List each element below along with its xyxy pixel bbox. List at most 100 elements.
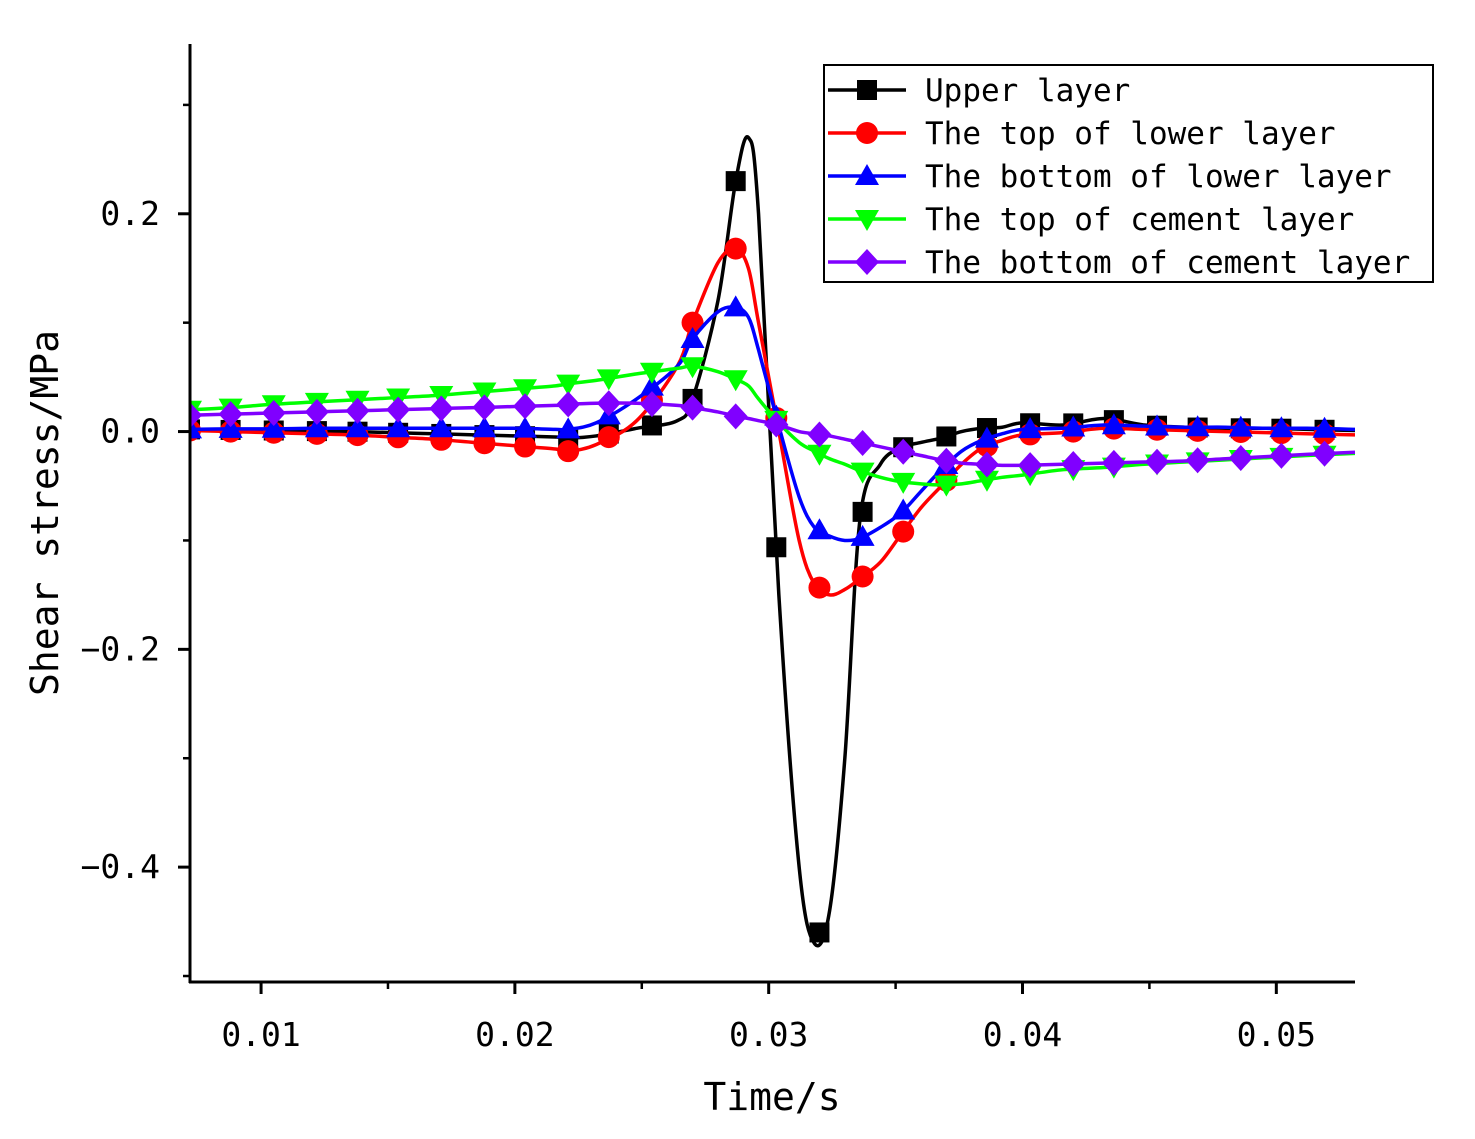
x-tick-label: 0.04 xyxy=(983,1015,1062,1054)
data-point xyxy=(472,382,497,404)
data-point xyxy=(1061,415,1086,437)
data-point xyxy=(472,394,497,421)
y-tick-label: 0.2 xyxy=(100,194,160,233)
legend-label: The top of cement layer xyxy=(925,202,1354,238)
data-point xyxy=(596,390,621,417)
legend-marker xyxy=(855,164,879,185)
data-point xyxy=(807,421,832,448)
legend-label: The bottom of lower layer xyxy=(925,159,1392,195)
legend-marker xyxy=(857,80,877,100)
legend-box xyxy=(823,64,1434,283)
series-layer xyxy=(190,135,1355,948)
x-axis-title: Time/s xyxy=(703,1075,840,1119)
y-tick-label: −0.4 xyxy=(81,847,160,886)
data-point xyxy=(725,171,746,192)
data-point xyxy=(641,415,662,436)
data-point xyxy=(639,362,664,384)
data-point xyxy=(218,401,243,428)
data-point xyxy=(1312,416,1337,438)
data-point xyxy=(304,398,329,425)
x-tick-label: 0.03 xyxy=(729,1015,808,1054)
data-point xyxy=(681,311,704,334)
legend-marker xyxy=(855,249,879,275)
data-point xyxy=(429,395,454,422)
data-point xyxy=(261,416,286,438)
legend-entry-4: The top of cement layer xyxy=(828,202,1354,238)
data-point xyxy=(680,357,705,379)
data-point xyxy=(386,416,411,438)
data-point xyxy=(892,520,915,543)
data-point xyxy=(190,402,202,429)
data-point xyxy=(936,426,957,447)
data-point xyxy=(1185,447,1210,474)
data-point xyxy=(807,444,832,466)
x-tick-label: 0.02 xyxy=(475,1015,554,1054)
axes-layer xyxy=(188,44,1355,984)
data-point xyxy=(1018,452,1043,479)
data-point xyxy=(764,411,789,438)
y-axis-title: Shear stress/MPa xyxy=(23,330,67,696)
data-point xyxy=(513,393,538,420)
data-point xyxy=(891,498,916,520)
data-point xyxy=(680,394,705,421)
data-point xyxy=(850,429,875,456)
data-point xyxy=(1228,444,1253,471)
legend-label: Upper layer xyxy=(925,73,1130,109)
ticks-layer: 0.01 0.02 0.03 0.04 0.05 −0.4 −0.2 0.0 0.2 xyxy=(81,103,1316,1054)
legend-entry-2: The top of lower layer xyxy=(828,116,1336,152)
data-point xyxy=(345,397,370,424)
data-point xyxy=(934,447,959,474)
x-tick-label: 0.05 xyxy=(1237,1015,1316,1054)
legend-label: The bottom of cement layer xyxy=(925,245,1410,281)
data-point xyxy=(218,416,243,438)
data-point xyxy=(1145,414,1170,436)
data-point xyxy=(891,438,916,465)
data-point xyxy=(1269,442,1294,469)
data-point xyxy=(261,399,286,426)
data-point xyxy=(386,396,411,423)
data-point xyxy=(639,374,664,396)
data-point xyxy=(974,426,999,448)
data-point xyxy=(809,922,830,943)
data-point xyxy=(723,403,748,430)
data-point xyxy=(597,426,620,449)
legend-marker xyxy=(856,122,878,144)
data-point xyxy=(472,416,497,438)
data-point xyxy=(596,369,621,391)
data-point xyxy=(473,432,496,455)
data-point xyxy=(639,391,664,418)
legend: Upper layer The top of lower layer The bot… xyxy=(823,64,1434,283)
data-point xyxy=(513,416,538,438)
data-point xyxy=(514,435,537,458)
data-point xyxy=(808,576,831,599)
legend-entry-1: Upper layer xyxy=(828,73,1130,109)
data-point xyxy=(723,295,748,317)
data-point xyxy=(1101,449,1126,476)
data-point xyxy=(1228,415,1253,437)
data-point xyxy=(1185,415,1210,437)
data-point xyxy=(723,370,748,392)
data-point xyxy=(1269,416,1294,438)
y-tick-label: 0.0 xyxy=(100,412,160,451)
data-point xyxy=(974,451,999,478)
data-point xyxy=(513,379,538,401)
series-5 xyxy=(190,390,1355,479)
data-point xyxy=(724,237,747,260)
data-point xyxy=(1312,440,1337,467)
data-point xyxy=(1145,448,1170,475)
data-point xyxy=(557,440,580,463)
data-point xyxy=(556,417,581,439)
legend-entry-5: The bottom of cement layer xyxy=(828,245,1410,281)
legend-entry-3: The bottom of lower layer xyxy=(828,159,1392,195)
data-point xyxy=(850,462,875,484)
data-point xyxy=(556,391,581,418)
data-point xyxy=(852,501,873,522)
data-point xyxy=(1101,413,1126,435)
data-point xyxy=(891,472,916,494)
data-point xyxy=(974,470,999,492)
data-point xyxy=(556,374,581,396)
data-point xyxy=(851,565,874,588)
data-point xyxy=(1018,417,1043,439)
data-point xyxy=(1061,450,1086,477)
